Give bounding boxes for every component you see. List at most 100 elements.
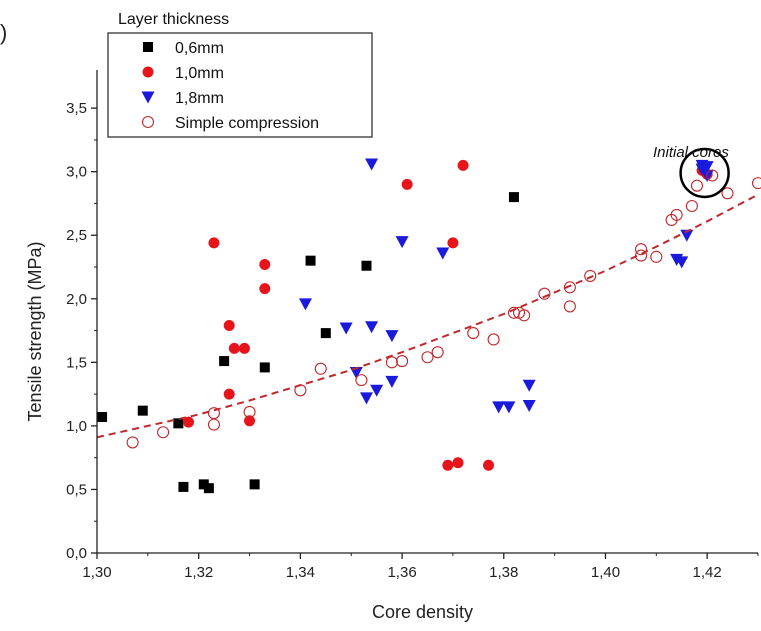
data-point-square (259, 362, 270, 373)
legend-label: 1,0mm (175, 65, 224, 82)
series-triangle (298, 158, 714, 414)
legend-label: Simple compression (175, 115, 319, 132)
x-tick-label: 1,34 (286, 564, 315, 581)
data-point-open-circle (314, 362, 327, 375)
x-tick-label: 1,38 (489, 564, 518, 581)
data-point-open-circle (126, 436, 139, 449)
x-tick-label: 1,40 (591, 564, 620, 581)
data-point-filled-circle (228, 342, 240, 354)
y-tick-label: 3,5 (66, 100, 87, 117)
legend-label: 1,8mm (175, 90, 224, 107)
data-point-filled-circle (457, 159, 469, 171)
data-point-open-circle (635, 243, 648, 256)
x-tick-label: 1,36 (387, 564, 416, 581)
data-point-open-circle (685, 199, 698, 213)
data-point-open-circle (650, 250, 663, 263)
data-point-open-circle (721, 187, 734, 200)
data-point-open-circle (243, 405, 256, 418)
data-point-filled-circle (447, 237, 459, 249)
data-point-open-circle (355, 374, 368, 387)
data-point-triangle (385, 375, 399, 388)
data-point-triangle (492, 401, 506, 414)
legend-title: Layer thickness (118, 11, 229, 28)
x-axis-title: Core density (372, 602, 473, 622)
data-point-square (305, 255, 316, 266)
data-point-open-circle (670, 208, 683, 221)
data-point-open-circle (487, 333, 500, 346)
series-open-circle (126, 169, 761, 449)
panel-label: ) (0, 20, 7, 45)
data-point-triangle (436, 247, 450, 260)
legend-marker-triangle (141, 91, 155, 104)
data-point-open-circle (584, 269, 597, 282)
data-point-open-circle (467, 327, 480, 340)
data-point-open-circle (207, 407, 220, 420)
data-point-open-circle (538, 287, 551, 300)
data-point-square (320, 328, 331, 339)
legend: Layer thickness 0,6mm 1,0mm 1,8mm Simple com… (107, 11, 373, 138)
data-point-triangle (395, 236, 409, 249)
data-point-triangle (522, 400, 536, 413)
legend-box (107, 32, 373, 138)
data-point-square (203, 483, 214, 494)
data-point-open-circle (690, 179, 704, 192)
data-point-open-circle (563, 300, 576, 313)
data-point-triangle (502, 401, 516, 414)
data-point-open-circle (421, 351, 434, 364)
data-point-filled-circle (244, 415, 256, 427)
data-point-triangle (700, 161, 714, 174)
fit-curve-dashed (97, 193, 759, 439)
x-tick-label: 1,30 (82, 564, 111, 581)
legend-marker-open-circle (141, 115, 155, 129)
y-tick-label: 2,0 (66, 291, 87, 308)
y-tick-label: 0,0 (66, 545, 87, 562)
data-point-triangle (680, 229, 694, 242)
data-point-open-circle (431, 346, 444, 359)
data-point-open-circle (157, 426, 170, 439)
legend-marker-square (143, 42, 153, 52)
data-point-triangle (365, 321, 379, 334)
y-axis-title: Tensile strength (MPa) (25, 241, 45, 421)
data-point-square (508, 192, 519, 203)
data-point-filled-circle (259, 283, 271, 295)
x-tick-label: 1,32 (184, 564, 213, 581)
data-point-open-circle (706, 169, 719, 182)
data-point-filled-circle (483, 459, 495, 471)
y-tick-label: 1,0 (66, 418, 87, 435)
data-point-filled-circle (238, 342, 250, 354)
y-tick-label: 2,5 (66, 227, 87, 244)
data-point-square (97, 411, 108, 422)
data-point-triangle (370, 384, 384, 397)
data-point-square (249, 479, 260, 490)
data-point-triangle (675, 256, 689, 269)
data-point-open-circle (563, 281, 576, 294)
series-square (97, 192, 519, 494)
data-point-filled-circle (259, 258, 271, 270)
data-point-open-circle (207, 418, 220, 431)
data-point-open-circle (385, 356, 398, 369)
data-point-triangle (359, 392, 373, 405)
y-tick-label: 0,5 (66, 481, 87, 498)
data-point-filled-circle (208, 237, 220, 249)
data-point-triangle (339, 322, 353, 335)
y-tick-label: 1,5 (66, 354, 87, 371)
data-point-open-circle (518, 309, 531, 322)
annotation-initial-cores: Initial cores (653, 144, 729, 161)
data-point-filled-circle (183, 416, 195, 428)
data-point-square (198, 479, 209, 490)
series-filled-circle (183, 159, 713, 471)
data-point-filled-circle (223, 388, 235, 400)
data-point-triangle (522, 379, 536, 392)
data-point-filled-circle (401, 178, 413, 190)
data-point-filled-circle (442, 459, 454, 471)
data-point-open-circle (396, 355, 409, 368)
legend-marker-filled-circle (142, 66, 154, 78)
data-point-square (173, 418, 184, 429)
data-point-triangle (385, 330, 399, 343)
data-point-filled-circle (452, 457, 464, 469)
y-tick-label: 3,0 (66, 164, 87, 181)
legend-label: 0,6mm (175, 40, 224, 57)
data-point-open-circle (751, 177, 761, 190)
initial-cores-highlight-circle (679, 147, 730, 199)
